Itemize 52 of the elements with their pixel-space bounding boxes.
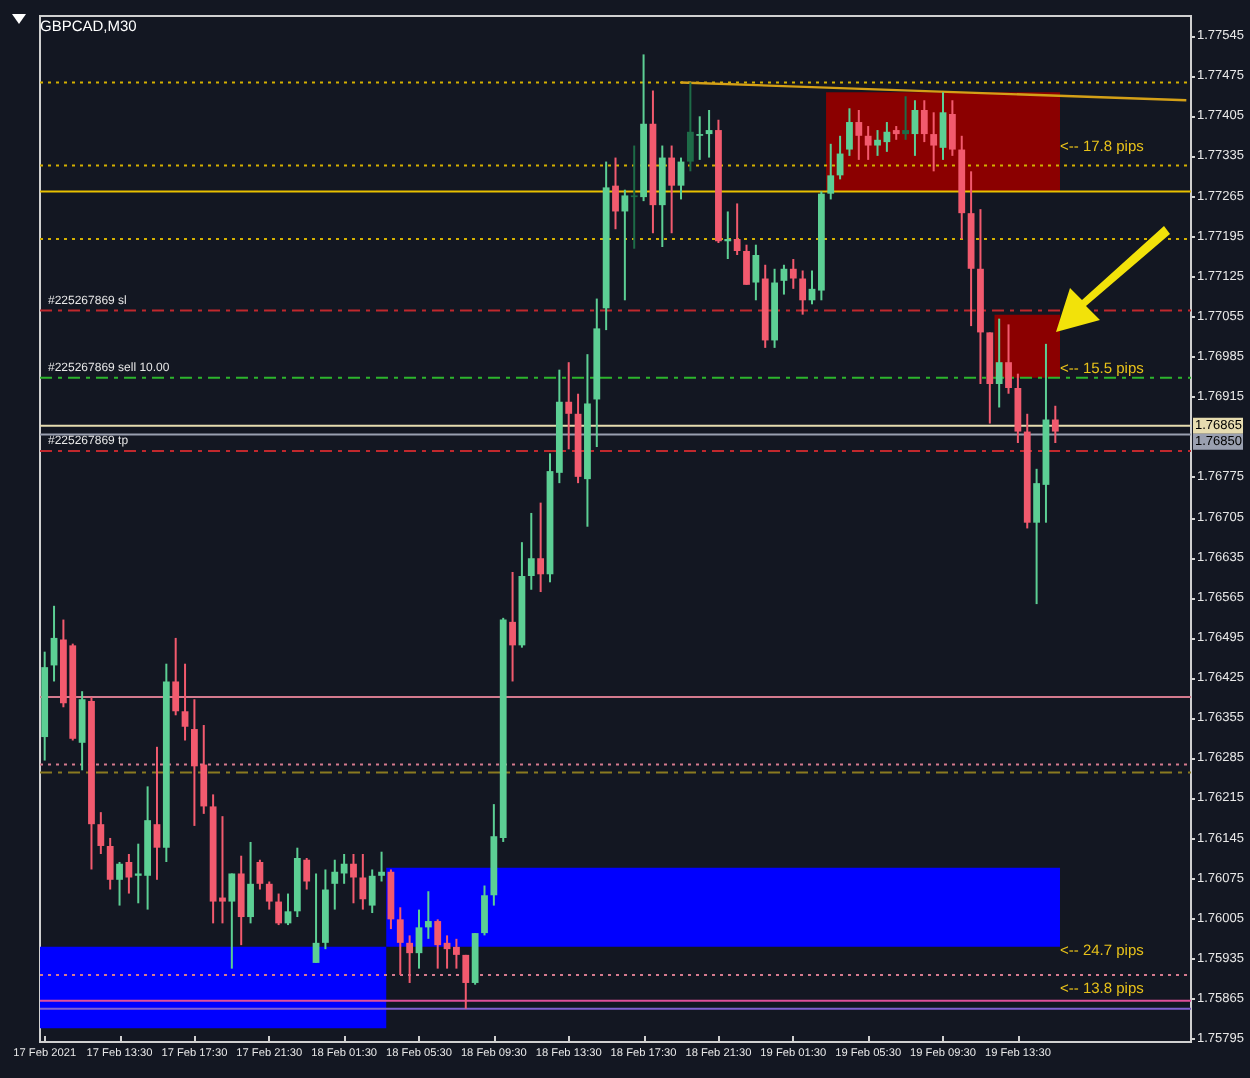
candlestick bbox=[247, 840, 254, 925]
candlestick bbox=[527, 511, 535, 591]
candlestick bbox=[181, 662, 189, 742]
candlestick bbox=[1051, 404, 1059, 445]
candlestick bbox=[368, 868, 376, 915]
candlestick bbox=[789, 258, 797, 290]
candlestick bbox=[995, 317, 1003, 409]
candlestick bbox=[621, 188, 629, 302]
candlestick bbox=[630, 144, 638, 250]
candlestick bbox=[481, 884, 488, 937]
candlestick bbox=[948, 99, 956, 157]
candlestick bbox=[686, 81, 694, 173]
candlestick bbox=[743, 243, 750, 286]
candlestick bbox=[172, 636, 180, 717]
candlestick bbox=[846, 107, 853, 157]
candlestick bbox=[106, 836, 114, 891]
candlestick bbox=[97, 811, 105, 855]
candlestick bbox=[827, 142, 835, 201]
candlestick bbox=[668, 144, 676, 235]
candlestick bbox=[658, 144, 666, 248]
candlestick bbox=[462, 953, 470, 1010]
candlestick bbox=[78, 690, 86, 772]
candlestick bbox=[1014, 372, 1022, 445]
candlestick bbox=[406, 934, 414, 984]
candlestick bbox=[752, 243, 760, 302]
candlestick bbox=[902, 95, 909, 141]
candlestick bbox=[350, 853, 357, 905]
candlestick bbox=[799, 269, 807, 316]
candlestick bbox=[1005, 323, 1012, 395]
candlestick bbox=[509, 570, 516, 683]
candlestick bbox=[733, 202, 741, 257]
candlestick bbox=[696, 115, 704, 161]
candlestick bbox=[396, 906, 404, 976]
candlestick bbox=[920, 99, 928, 144]
candlestick bbox=[359, 853, 367, 911]
candlestick bbox=[153, 745, 161, 881]
candlestick bbox=[612, 156, 619, 231]
candlestick bbox=[125, 853, 133, 895]
candlestick bbox=[565, 361, 573, 451]
candlestick bbox=[930, 111, 938, 173]
candlestick bbox=[864, 125, 872, 161]
candlestick bbox=[378, 850, 385, 883]
candlestick bbox=[855, 109, 863, 161]
candlestick bbox=[237, 854, 245, 947]
candlestick bbox=[424, 890, 432, 940]
candlestick bbox=[228, 872, 236, 970]
candlestick bbox=[116, 861, 123, 907]
candlestick bbox=[434, 918, 442, 970]
candlestick bbox=[265, 880, 273, 911]
candlestick bbox=[303, 857, 311, 891]
candlestick bbox=[275, 892, 283, 927]
candlestick bbox=[537, 501, 545, 594]
